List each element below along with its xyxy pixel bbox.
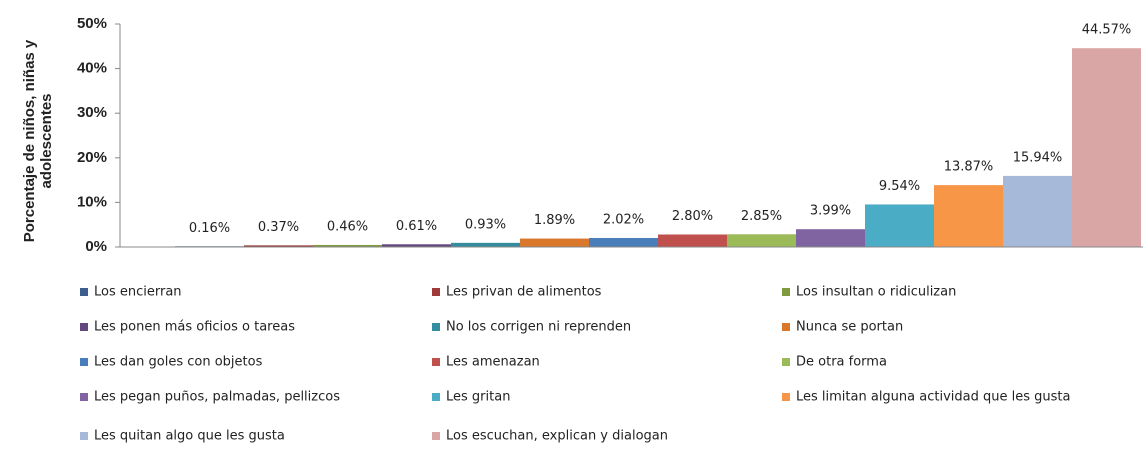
legend-swatch <box>80 358 88 366</box>
bar <box>589 237 658 247</box>
bar <box>658 234 727 247</box>
value-label: 0.93% <box>465 217 506 232</box>
bar <box>244 245 313 247</box>
legend-swatch <box>432 288 440 296</box>
legend-swatch <box>432 323 440 331</box>
value-label: 0.37% <box>258 220 299 235</box>
bar <box>727 234 796 247</box>
legend-label: Les limitan alguna actividad que les gus… <box>796 390 1070 405</box>
legend-label: Los encierran <box>94 285 182 300</box>
legend-swatch <box>782 393 790 401</box>
legend-label: Les amenazan <box>446 355 540 370</box>
bar <box>934 185 1003 247</box>
value-label: 44.57% <box>1082 23 1132 38</box>
value-label: 13.87% <box>944 160 994 175</box>
legend-swatch <box>80 323 88 331</box>
legend-swatch <box>80 288 88 296</box>
value-label: 2.02% <box>603 212 644 227</box>
legend-label: Los escuchan, explican y dialogan <box>446 429 668 444</box>
bar <box>1003 175 1072 247</box>
value-label: 2.85% <box>741 209 782 224</box>
value-label: 0.16% <box>189 221 230 236</box>
legend-label: Les dan goles con objetos <box>94 355 263 370</box>
legend-swatch <box>80 432 88 440</box>
legend-label: Les gritan <box>446 390 510 405</box>
legend-label: Les ponen más oficios o tareas <box>94 320 295 335</box>
y-tick-label: 50% <box>77 15 107 32</box>
bar <box>451 242 520 247</box>
bar <box>796 229 865 247</box>
y-tick-label: 40% <box>77 60 107 77</box>
value-label: 0.46% <box>327 219 368 234</box>
bar <box>865 204 934 247</box>
legend-swatch <box>782 323 790 331</box>
bar <box>520 238 589 247</box>
legend-swatch <box>432 432 440 440</box>
bar <box>1072 48 1141 247</box>
legend-label: Nunca se portan <box>796 320 903 335</box>
legend-swatch <box>432 358 440 366</box>
value-label: 15.94% <box>1013 150 1063 165</box>
legend-swatch <box>782 358 790 366</box>
y-tick-label: 30% <box>77 104 107 121</box>
legend-label: De otra forma <box>796 355 887 370</box>
value-label: 2.80% <box>672 209 713 224</box>
value-label: 0.61% <box>396 219 437 234</box>
legend-label: No los corrigen ni reprenden <box>446 320 631 335</box>
legend-label: Les quitan algo que les gusta <box>94 429 285 444</box>
legend-label: Los insultan o ridiculizan <box>796 285 956 300</box>
bar <box>382 244 451 247</box>
value-label: 3.99% <box>810 204 851 219</box>
legend-swatch <box>782 288 790 296</box>
legend-swatch <box>80 393 88 401</box>
legend-label: Les pegan puños, palmadas, pellizcos <box>94 390 340 405</box>
y-tick-label: 0% <box>85 238 107 255</box>
value-label: 1.89% <box>534 213 575 228</box>
value-label: 9.54% <box>879 179 920 194</box>
y-tick-label: 20% <box>77 149 107 166</box>
legend-swatch <box>432 393 440 401</box>
bar <box>313 244 382 247</box>
legend-label: Les privan de alimentos <box>446 285 602 300</box>
y-tick-label: 10% <box>77 193 107 210</box>
